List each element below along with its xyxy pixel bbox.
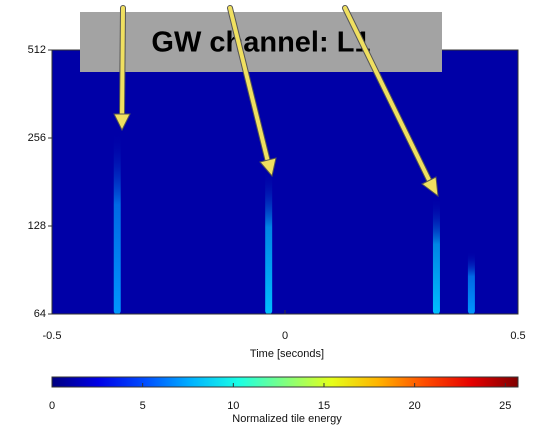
y-tick-label: 128 [28,220,46,232]
colorbar-tick-label: 25 [499,400,511,412]
colorbar-tick-label: 10 [227,400,239,412]
colorbar-tick-label: 5 [140,400,146,412]
colorbar-label: Normalized tile energy [232,413,342,425]
event-streak [113,131,121,314]
x-tick-label: 0.5 [510,330,525,342]
background [52,50,518,314]
event-streak [265,169,273,314]
y-tick-label: 64 [34,308,46,320]
x-axis-label: Time [seconds] [250,348,324,360]
annotation: GW channel: L1 [151,27,370,59]
colorbar-tick-label: 15 [318,400,330,412]
colorbar-tick-label: 0 [49,400,55,412]
event-streak [432,197,440,314]
colorbar-tick-label: 20 [409,400,421,412]
y-tick-label: 256 [28,132,46,144]
colorbar [51,376,519,388]
event-streak [467,251,475,314]
x-tick-label: 0 [282,330,288,342]
x-tick-label: -0.5 [43,330,62,342]
arrows [113,5,439,198]
y-tick-label: 512 [28,44,46,56]
annotation-box [80,12,442,72]
